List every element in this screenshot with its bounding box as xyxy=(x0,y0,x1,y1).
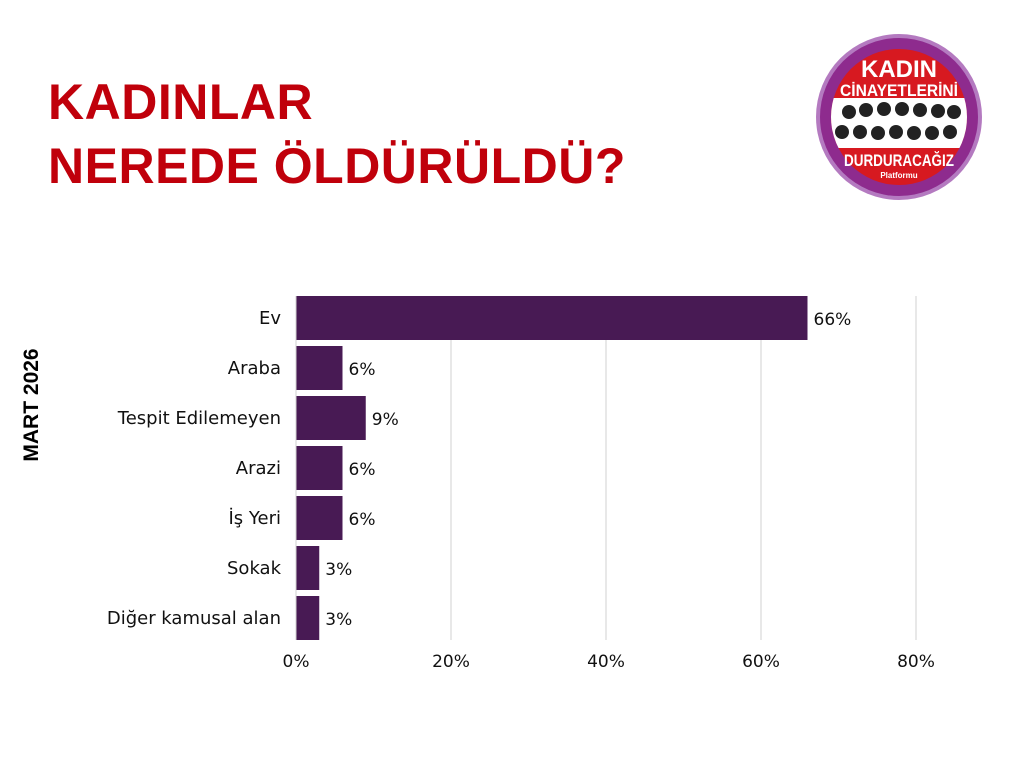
category-label: Tespit Edilemeyen xyxy=(117,408,281,429)
logo-text-3: DURDURACAĞIZ xyxy=(844,151,954,170)
bar xyxy=(296,596,320,640)
x-tick-label: 40% xyxy=(587,652,625,672)
logo-text-2: CİNAYETLERİNİ xyxy=(840,81,958,100)
title-line-2: NEREDE ÖLDÜRÜLDÜ? xyxy=(48,138,626,194)
data-label: 66% xyxy=(814,310,852,330)
category-label: Sokak xyxy=(227,558,282,579)
title-line-1: KADINLAR xyxy=(48,74,314,130)
category-label: İş Yeri xyxy=(229,508,282,529)
x-tick-label: 60% xyxy=(742,652,780,672)
platform-logo: KADIN CİNAYETLERİNİ DURDURACAĞIZ Platfor… xyxy=(816,34,982,200)
category-label: Diğer kamusal alan xyxy=(107,608,281,629)
category-label: Arazi xyxy=(236,458,281,479)
category-label: Ev xyxy=(259,308,281,329)
bar xyxy=(296,446,343,490)
bar xyxy=(296,396,366,440)
bar xyxy=(296,296,808,340)
bar xyxy=(296,546,320,590)
period-label: MART 2026 xyxy=(20,348,43,462)
bar xyxy=(296,496,343,540)
x-tick-label: 80% xyxy=(897,652,935,672)
x-tick-label: 20% xyxy=(432,652,470,672)
data-label: 6% xyxy=(349,360,376,380)
data-label: 3% xyxy=(325,560,352,580)
logo-text-1: KADIN xyxy=(861,56,937,83)
data-label: 9% xyxy=(372,410,399,430)
category-label: Araba xyxy=(228,358,281,379)
data-label: 6% xyxy=(349,510,376,530)
bar xyxy=(296,346,343,390)
data-label: 3% xyxy=(325,610,352,630)
data-label: 6% xyxy=(349,460,376,480)
logo-text-4: Platformu xyxy=(880,171,917,180)
page-title: KADINLAR NEREDE ÖLDÜRÜLDÜ? xyxy=(48,70,626,198)
x-tick-label: 0% xyxy=(283,652,310,672)
